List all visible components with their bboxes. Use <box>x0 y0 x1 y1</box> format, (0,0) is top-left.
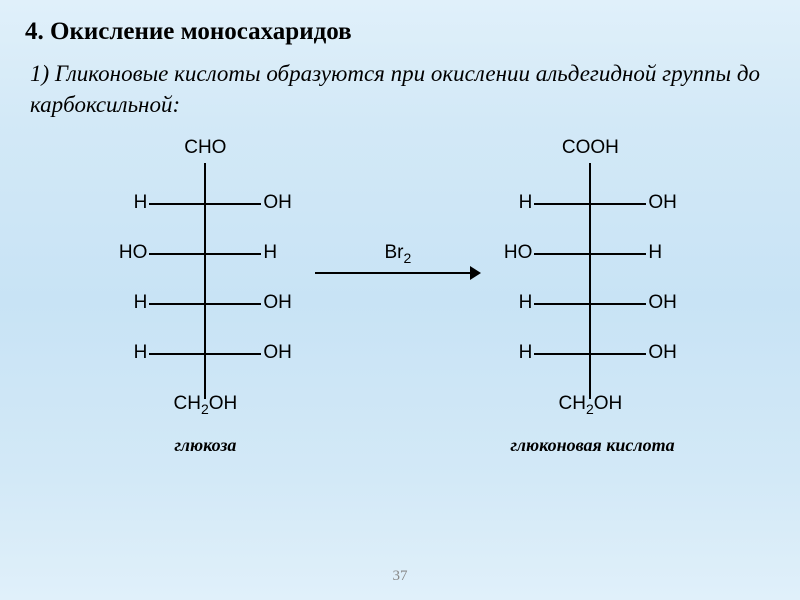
reagent-label: Br2 <box>315 242 480 266</box>
acid-c3-row: HO H <box>510 242 670 266</box>
glucose-c4-row: H OH <box>125 292 285 316</box>
acid-label: глюконовая кислота <box>510 435 674 456</box>
arrow-line <box>315 272 475 274</box>
gluconic-acid-structure: COOH H OH HO H H OH H OH <box>510 137 674 456</box>
acid-c2-row: H OH <box>510 192 670 216</box>
reaction-arrow: Br2 <box>315 242 480 302</box>
acid-bottom-group: CH2OH <box>510 393 670 417</box>
page-number: 37 <box>0 568 800 585</box>
glucose-c3-row: HO H <box>125 242 285 266</box>
acid-top-group: COOH <box>510 137 670 159</box>
acid-c4-row: H OH <box>510 292 670 316</box>
acid-c5-row: H OH <box>510 342 670 366</box>
arrow-head-icon <box>470 266 481 280</box>
section-heading: 4. Окисление моносахаридов <box>0 0 800 54</box>
glucose-bottom-group: CH2OH <box>125 393 285 417</box>
subsection-text: 1) Гликоновые кислоты образуются при оки… <box>0 54 800 132</box>
glucose-label: глюкоза <box>125 435 285 456</box>
reaction-diagram: CHO H OH HO H H OH H OH <box>0 132 800 456</box>
acid-class-name: 1) Гликоновые кислоты <box>30 61 261 86</box>
glucose-c5-row: H OH <box>125 342 285 366</box>
glucose-structure: CHO H OH HO H H OH H OH <box>125 137 285 456</box>
glucose-c2-row: H OH <box>125 192 285 216</box>
glucose-top-group: CHO <box>125 137 285 159</box>
